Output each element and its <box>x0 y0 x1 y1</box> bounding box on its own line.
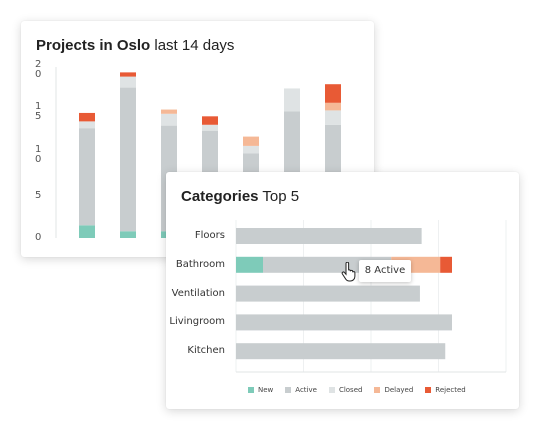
bar-segment-closed[interactable] <box>202 124 218 131</box>
category-label: Livingroom <box>169 316 225 328</box>
bar-segment-closed[interactable] <box>120 76 136 88</box>
bar-segment-rejected[interactable] <box>202 116 218 125</box>
y-tick-label: 5 <box>35 189 42 201</box>
bar-segment-delayed[interactable] <box>243 136 259 146</box>
bar-segment-delayed[interactable] <box>161 109 177 114</box>
legend-item-delayed[interactable]: Delayed <box>374 386 413 394</box>
y-tick-label: 2 0 <box>35 59 42 80</box>
legend-label: Closed <box>338 386 363 394</box>
bar-segment-delayed[interactable] <box>325 102 341 111</box>
bar-segment-active[interactable] <box>79 128 95 226</box>
bar-segment-new[interactable] <box>236 256 263 273</box>
bar-segment-closed[interactable] <box>284 88 300 112</box>
legend-label: New <box>258 386 274 394</box>
category-label: Floors <box>194 230 225 241</box>
bar-segment-rejected[interactable] <box>325 84 341 103</box>
bar-segment-closed[interactable] <box>161 113 177 126</box>
legend-item-closed[interactable]: Closed <box>328 386 363 394</box>
legend-item-active[interactable]: Active <box>285 386 317 394</box>
hand-cursor-icon <box>341 262 356 282</box>
bar-segment-new[interactable] <box>120 231 136 238</box>
legend-label: Active <box>295 386 317 394</box>
legend-item-new[interactable]: New <box>248 386 273 394</box>
y-tick-label: 0 <box>35 232 42 243</box>
bar-segment-active[interactable] <box>236 285 420 302</box>
projects-title: Projects in Oslo last 14 days <box>36 37 235 54</box>
y-tick-label: 1 5 <box>35 101 42 123</box>
bar-segment-active[interactable] <box>236 343 446 360</box>
bar-segment-active[interactable] <box>120 87 136 232</box>
legend-item-rejected[interactable]: Rejected <box>425 386 466 394</box>
legend-swatch <box>374 387 381 393</box>
bar-segment-active[interactable] <box>236 228 422 244</box>
legend-swatch <box>285 387 292 393</box>
categories-title: Categories Top 5 <box>181 188 300 205</box>
bar-segment-rejected[interactable] <box>79 112 95 122</box>
legend-swatch <box>248 387 254 393</box>
bar-segment-closed[interactable] <box>79 121 95 129</box>
categories-card: Categories Top 5 Floors Bathroom Ventilati… <box>166 172 519 409</box>
legend-label: Rejected <box>435 386 466 394</box>
legend-swatch <box>328 387 335 393</box>
bar-segment-active[interactable] <box>236 314 452 331</box>
bar-segment-rejected[interactable] <box>120 72 136 77</box>
bar-tooltip: 8 Active <box>359 260 411 282</box>
bar-segment-closed[interactable] <box>243 145 259 154</box>
category-label: Bathroom <box>175 258 225 270</box>
bar-segment-closed[interactable] <box>325 110 341 125</box>
category-label: Kitchen <box>187 345 225 357</box>
category-label: Ventilation <box>171 287 225 299</box>
legend-label: Delayed <box>384 386 414 394</box>
bar-segment-new[interactable] <box>79 225 95 238</box>
chart-legend: New Active Closed Delayed Rejected <box>248 386 466 394</box>
legend-swatch <box>425 387 432 393</box>
y-tick-label: 1 0 <box>35 143 42 165</box>
bar-segment-rejected[interactable] <box>440 256 452 273</box>
